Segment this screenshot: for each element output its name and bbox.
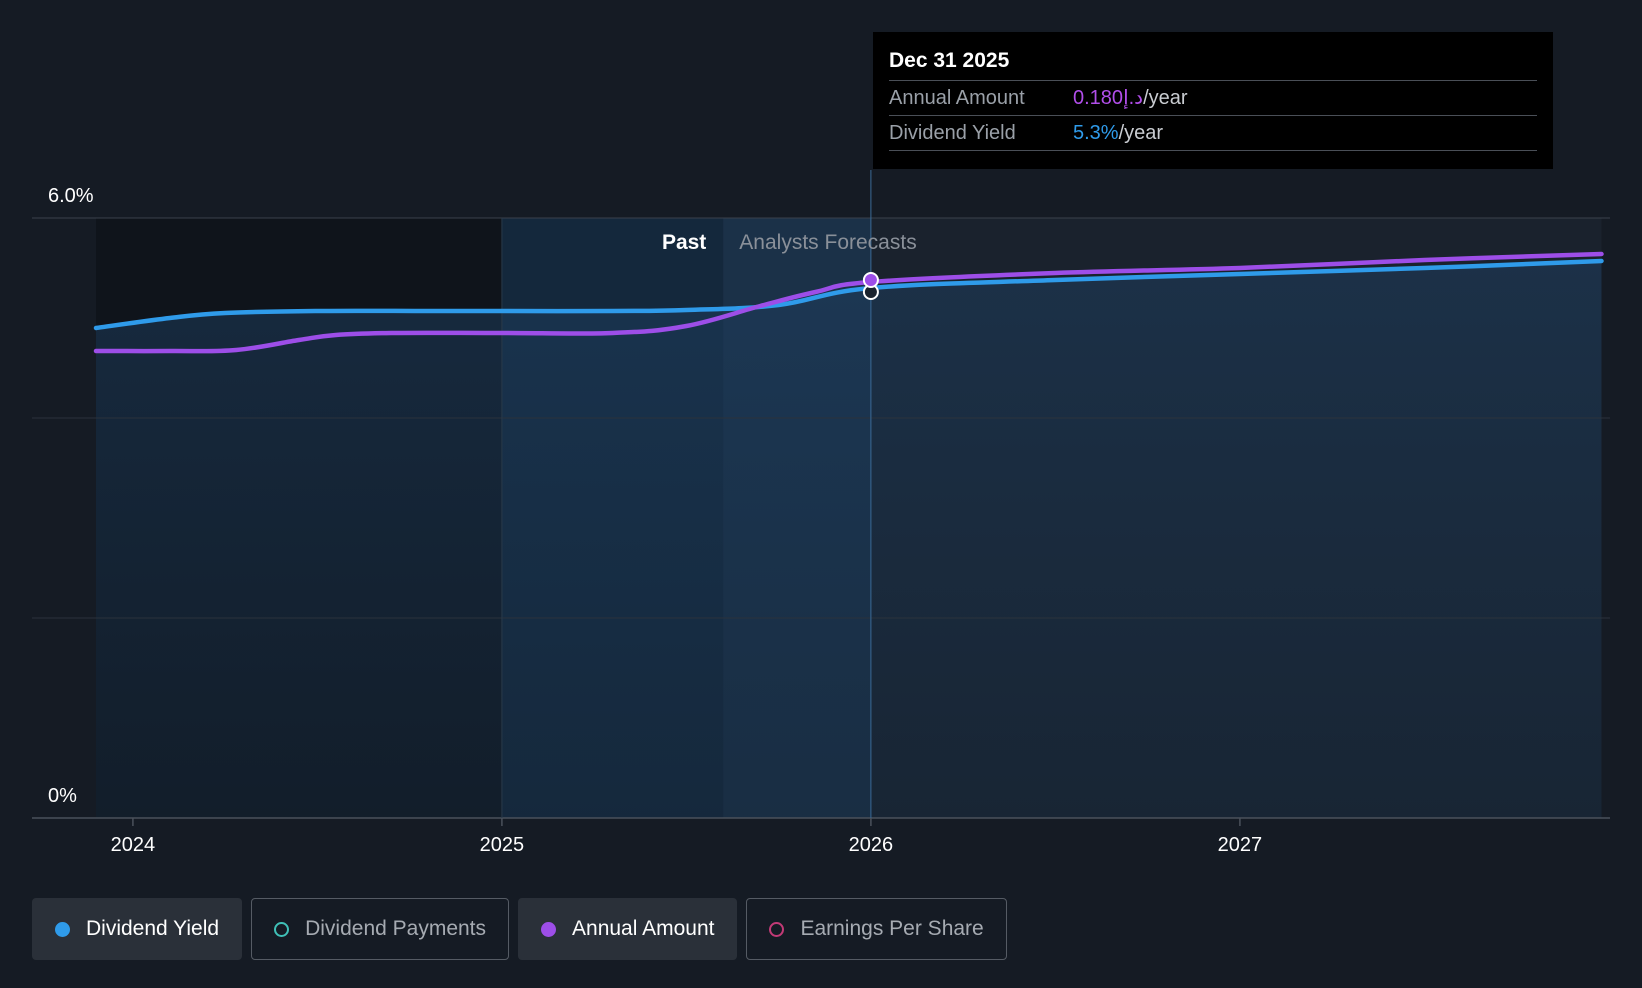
legend-label: Earnings Per Share <box>800 917 984 940</box>
forecast-label: Analysts Forecasts <box>739 231 916 254</box>
legend-label: Dividend Payments <box>305 917 487 940</box>
y-tick-label-min: 0% <box>48 785 77 807</box>
legend-dividend-payments[interactable]: Dividend Payments <box>251 898 510 960</box>
tooltip-row-dividend-yield: Dividend Yield 5.3%/year <box>889 115 1537 151</box>
legend-annual-amount[interactable]: Annual Amount <box>518 898 738 960</box>
tooltip: Dec 31 2025 Annual Amount 0.180د.إ/year … <box>873 32 1553 169</box>
x-tick-label: 2027 <box>1218 834 1263 856</box>
hollow-dot-icon <box>769 921 785 937</box>
filled-dot-icon <box>541 921 557 937</box>
tooltip-unit: /year <box>1118 122 1164 144</box>
legend-label: Dividend Yield <box>86 917 220 940</box>
legend-earnings-per-share[interactable]: Earnings Per Share <box>746 898 1007 960</box>
y-tick-label-max: 6.0% <box>48 185 94 207</box>
annual-amount-line <box>93 251 1604 354</box>
tooltip-value: 5.3% <box>1073 122 1119 144</box>
legend-dividend-yield[interactable]: Dividend Yield <box>32 898 243 960</box>
legend-label: Annual Amount <box>572 917 715 940</box>
dividend-yield-area <box>96 261 1602 818</box>
past-label: Past <box>662 231 706 254</box>
tooltip-label: Dividend Yield <box>889 122 1016 144</box>
hollow-dot-icon <box>274 921 290 937</box>
filled-dot-icon <box>55 921 70 937</box>
x-tick-label: 2024 <box>111 834 156 856</box>
dividend-yield-line <box>93 258 1604 331</box>
tooltip-row-annual-amount: Annual Amount 0.180د.إ/year <box>889 80 1537 115</box>
legend: Dividend Yield Dividend Payments Annual … <box>32 898 1007 960</box>
x-tick-label: 2026 <box>849 834 894 856</box>
tooltip-value: 0.180د.إ <box>1073 87 1144 109</box>
annual-amount-marker[interactable] <box>862 272 879 288</box>
tooltip-unit: /year <box>1143 87 1188 109</box>
tooltip-date: Dec 31 2025 <box>889 49 1010 72</box>
x-tick-label: 2025 <box>480 834 525 856</box>
tooltip-label: Annual Amount <box>889 87 1025 109</box>
